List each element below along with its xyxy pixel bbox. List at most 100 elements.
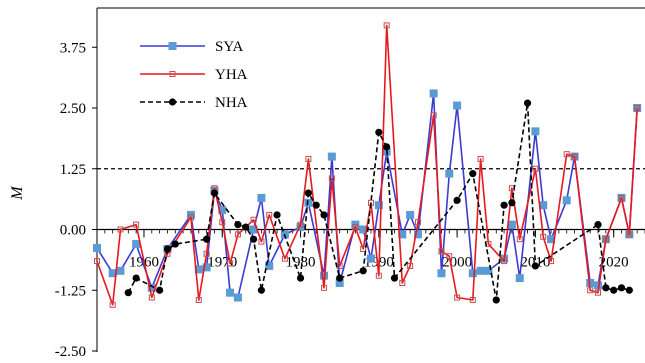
series-yha-point — [234, 231, 241, 238]
series-yha-point — [454, 294, 461, 301]
series-sya-point — [132, 240, 141, 249]
series-sya-point — [327, 152, 336, 161]
series-yha-line — [96, 24, 638, 306]
series-nha-point — [156, 286, 164, 294]
series-sya-point — [531, 127, 540, 136]
series-yha-point — [297, 221, 304, 228]
series-yha-point — [375, 272, 382, 279]
series-nha-point — [508, 199, 516, 207]
series-yha-point — [446, 253, 453, 260]
series-yha-point — [516, 236, 523, 243]
series-yha-point — [587, 287, 594, 294]
legend-swatch-marker — [168, 42, 177, 50]
series-nha-point — [124, 289, 132, 297]
legend-label: SYA — [215, 39, 244, 55]
legend-label: NHA — [215, 95, 248, 111]
series-sya-point — [539, 201, 548, 210]
series-yha-point — [148, 294, 155, 301]
series-yha-point — [634, 105, 641, 111]
series-yha-point — [109, 301, 116, 308]
legend-label: YHA — [215, 67, 248, 83]
series-nha-point — [320, 211, 328, 219]
series-sya-point — [406, 210, 415, 219]
series-yha-point — [227, 260, 234, 267]
series-yha-point — [305, 156, 312, 163]
series-sya-point — [116, 266, 125, 275]
series-sya-point — [413, 230, 422, 239]
x-tick-label: 2020 — [599, 255, 629, 271]
legend-swatch-marker — [169, 71, 176, 77]
series-sya-point — [515, 274, 524, 283]
series-nha-point — [336, 274, 344, 282]
series-sya-point — [507, 220, 516, 229]
series-nha-point — [296, 274, 305, 282]
series-yha-point — [133, 221, 140, 228]
series-yha-point — [548, 258, 555, 265]
series-nha-point — [249, 235, 258, 243]
series-yha-point — [563, 151, 570, 158]
series-yha-point — [250, 216, 257, 223]
series-nha-point — [273, 211, 281, 219]
series-nha-point — [453, 196, 461, 204]
series-yha-point — [407, 262, 414, 269]
series-nha-point — [531, 262, 540, 270]
series-yha-point — [618, 194, 625, 201]
series-sya-point — [453, 101, 462, 110]
series-nha-point — [171, 240, 179, 248]
series-yha-point — [219, 219, 226, 226]
y-tick-label: -2.50 — [55, 344, 86, 360]
series-nha-point — [594, 221, 602, 229]
series-nha-point — [242, 223, 250, 231]
series-sya-point — [562, 196, 571, 205]
series-sya-point — [476, 266, 485, 275]
legend-item-nha: NHA — [140, 95, 248, 111]
y-tick-label: -1.25 — [55, 283, 86, 299]
series-yha-point — [352, 224, 359, 231]
series-yha-point — [203, 250, 210, 257]
series-nha — [124, 99, 633, 304]
series-sya-point — [468, 269, 477, 278]
series-nha-point — [390, 274, 399, 282]
series-nha-point — [210, 189, 219, 197]
series-nha-point — [257, 286, 265, 294]
series-nha-point — [617, 284, 626, 292]
series-nha-point — [163, 245, 172, 253]
series-nha-point — [625, 286, 633, 294]
series-nha-point — [602, 284, 610, 292]
series-yha-point — [540, 233, 547, 240]
y-tick-label: 0.00 — [60, 223, 86, 239]
series-yha-point — [477, 156, 484, 163]
series-yha-point — [501, 258, 508, 265]
series-nha-point — [203, 235, 211, 243]
series-yha-point — [414, 219, 421, 226]
series-yha-point — [532, 165, 539, 172]
series-sya-point — [437, 269, 446, 278]
series-nha-point — [492, 296, 500, 304]
series-nha-point — [312, 201, 320, 209]
series-yha-point — [430, 112, 437, 119]
legend-item-sya: SYA — [140, 39, 244, 55]
series-nha-point — [234, 221, 242, 229]
series-sya-point — [93, 243, 101, 252]
series-yha-point — [626, 231, 633, 238]
series-sya-point — [257, 193, 266, 202]
y-axis: -2.50 -1.25 0.00 1.25 2.50 3.75 M — [9, 40, 97, 360]
series-nha-point — [523, 99, 532, 107]
series-yha-point — [328, 175, 335, 182]
series-nha-point — [304, 189, 312, 197]
series-yha-point — [266, 211, 273, 218]
series-sya-point — [429, 89, 438, 98]
series-yha-point — [281, 255, 288, 262]
series-sya-point — [202, 263, 211, 272]
series-yha-point — [399, 279, 406, 286]
y-tick-label: 2.50 — [60, 101, 86, 117]
series-yha-point — [321, 284, 328, 291]
series-sya-point — [445, 169, 454, 178]
series-layer — [93, 22, 642, 308]
series-sya-point — [367, 254, 375, 263]
series-sya-point — [233, 293, 242, 302]
series-sya-point — [304, 198, 313, 207]
y-tick-label: 3.75 — [60, 40, 86, 56]
y-tick-label: 1.25 — [60, 162, 86, 178]
